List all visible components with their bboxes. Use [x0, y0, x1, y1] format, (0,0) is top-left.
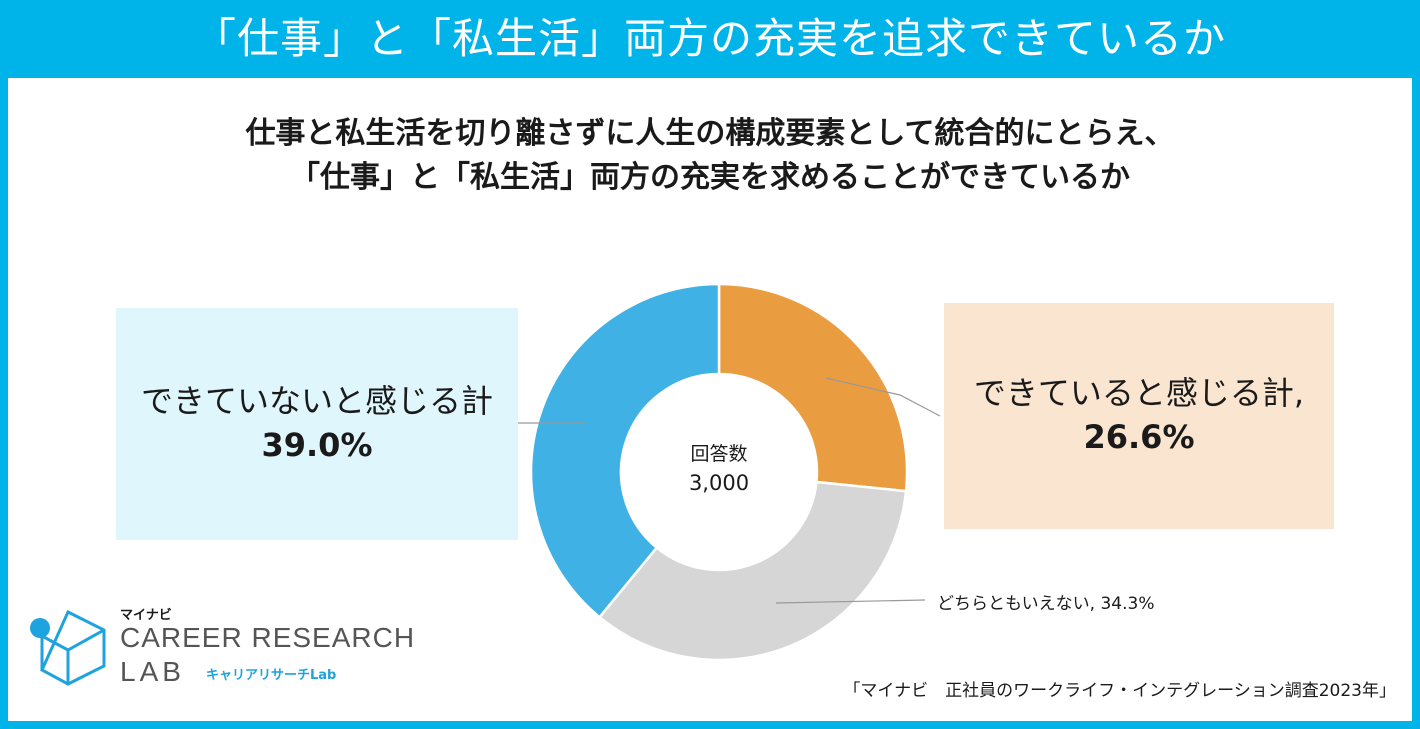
donut-slices: [529, 282, 909, 662]
logo-small-text: マイナビ: [120, 608, 172, 623]
callout-achieved-label: できていると感じる計,: [973, 374, 1305, 412]
slice-achieved: [717, 282, 909, 493]
donut-center-label: 回答数: [690, 443, 747, 465]
subtitle-line-2: 「仕事」と「私生活」両方の充実を求めることができているか: [290, 160, 1130, 195]
source-note: 「マイナビ 正社員のワークライフ・インテグレーション調査2023年」: [843, 681, 1396, 701]
callout-achieved: できていると感じる計, 26.6%: [944, 303, 1334, 529]
slice-neutral: [597, 480, 908, 662]
leader-lines: [518, 377, 941, 604]
callout-achieved-value: 26.6%: [1083, 418, 1195, 456]
leader-line-achieved: [825, 377, 941, 417]
leader-line-neutral: [775, 599, 926, 604]
slice-label-neutral: どちらともいえない, 34.3%: [937, 594, 1154, 614]
header-title: 「仕事」と「私生活」両方の充実を追求できているか: [0, 0, 1420, 78]
career-research-lab-logo: マイナビ CAREER RESEARCH LAB キャリアリサーチLab: [28, 602, 428, 690]
callout-not-achieved-value: 39.0%: [261, 426, 373, 464]
chart-subtitle: 仕事と私生活を切り離さずに人生の構成要素として統合的にとらえ、 「仕事」と「私生…: [150, 112, 1270, 200]
donut-center-value: 3,000: [689, 471, 749, 495]
logo-kana-text: キャリアリサーチLab: [206, 668, 337, 683]
slice-not-achieved: [529, 282, 721, 619]
cube-logo-icon: [30, 609, 106, 686]
logo-lab-text: LAB: [120, 656, 185, 687]
logo-main-text: CAREER RESEARCH: [120, 622, 416, 653]
subtitle-line-1: 仕事と私生活を切り離さずに人生の構成要素として統合的にとらえ、: [245, 116, 1175, 151]
callout-not-achieved: できていないと感じる計 39.0%: [116, 308, 518, 540]
callout-not-achieved-label: できていないと感じる計: [140, 382, 493, 420]
